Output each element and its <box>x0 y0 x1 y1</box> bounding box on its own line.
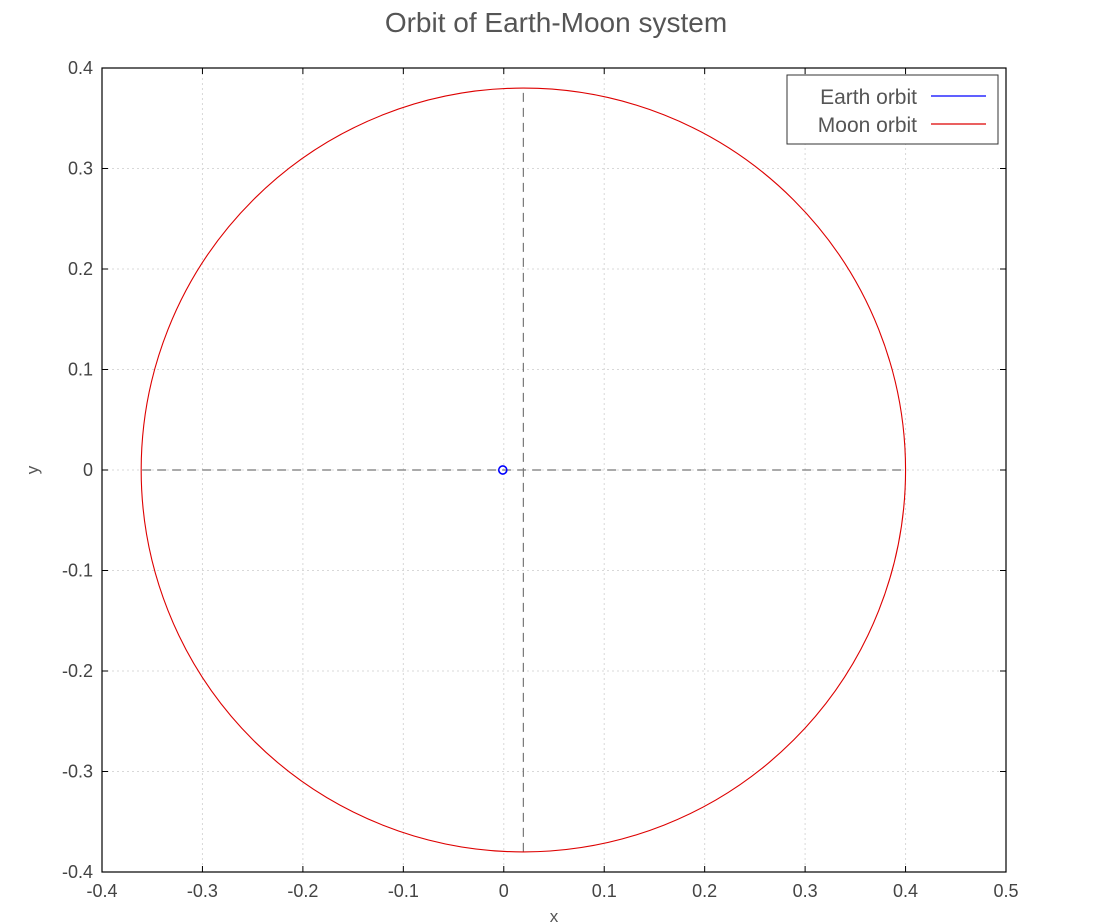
legend: Earth orbit Moon orbit <box>786 74 999 145</box>
x-tick-label: 0.2 <box>692 881 717 901</box>
legend-label-earth: Earth orbit <box>820 86 917 109</box>
x-axis-label: x <box>550 907 559 923</box>
series-line-earth-orbit <box>497 465 508 475</box>
y-axis-label: y <box>23 465 42 474</box>
series-layer <box>140 87 907 853</box>
y-tick-label: 0 <box>83 460 93 480</box>
reference-lines <box>142 88 906 852</box>
y-tick-label: 0.3 <box>68 159 93 179</box>
chart-title: Orbit of Earth-Moon system <box>385 7 727 38</box>
y-tick-label: -0.1 <box>62 561 93 581</box>
y-tick-label: -0.2 <box>62 661 93 681</box>
y-tick-label: 0.4 <box>68 58 93 78</box>
tick-layer: -0.4 -0.3 -0.2 -0.1 0 0.1 0.2 0.3 0.4 0.5 0.4 0.3 0.… <box>62 58 1019 901</box>
y-tick-label: -0.4 <box>62 862 93 882</box>
x-tick-label: 0.3 <box>793 881 818 901</box>
legend-box <box>786 74 999 145</box>
series-line-moon-orbit <box>140 87 907 853</box>
y-tick-label: 0.2 <box>68 259 93 279</box>
x-tick-label: 0.5 <box>993 881 1018 901</box>
legend-label-moon: Moon orbit <box>818 114 917 137</box>
x-tick-label: -0.3 <box>187 881 218 901</box>
x-tick-label: 0.1 <box>592 881 617 901</box>
x-tick-label: 0.4 <box>893 881 918 901</box>
y-tick-label: 0.1 <box>68 360 93 380</box>
x-tick-label: -0.4 <box>86 881 117 901</box>
x-tick-label: -0.1 <box>388 881 419 901</box>
y-tick-label: -0.3 <box>62 762 93 782</box>
x-tick-label: 0 <box>499 881 509 901</box>
x-tick-label: -0.2 <box>287 881 318 901</box>
